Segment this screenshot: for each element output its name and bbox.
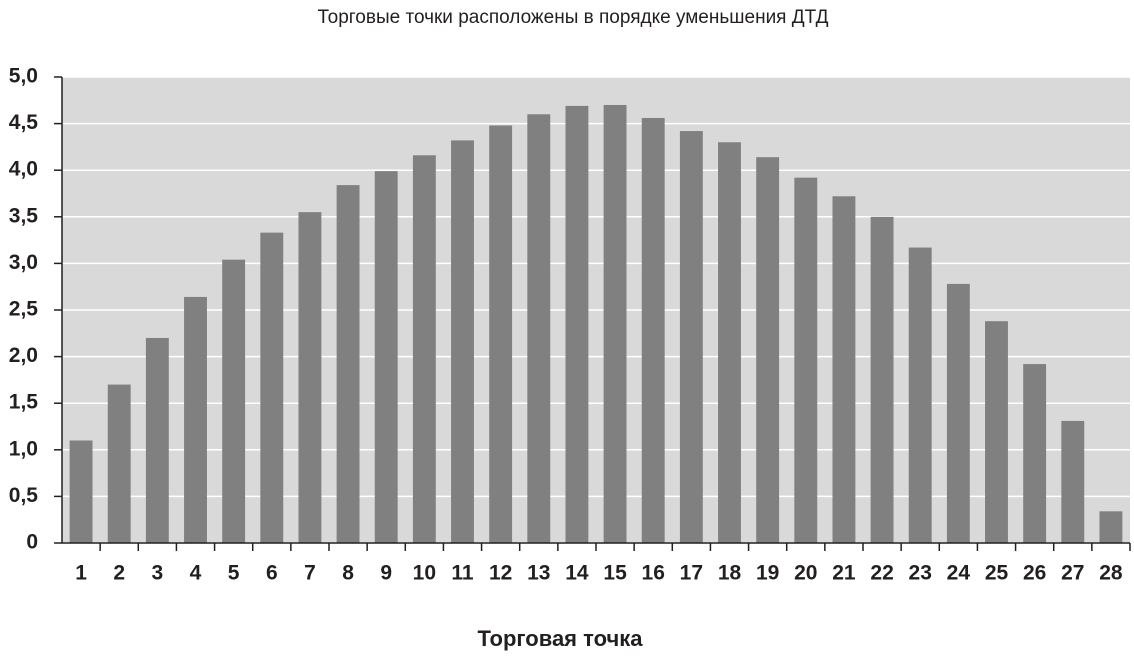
bar xyxy=(794,177,818,543)
bar xyxy=(336,185,360,543)
x-tick-label: 27 xyxy=(1061,562,1084,585)
bar xyxy=(756,157,780,544)
bar xyxy=(832,196,856,543)
x-axis-title: Торговая точка xyxy=(477,626,643,651)
y-tick-label: 3,0 xyxy=(9,251,38,274)
bar xyxy=(184,296,207,543)
bar xyxy=(489,125,513,544)
bar xyxy=(1023,364,1047,543)
bar xyxy=(603,104,627,544)
x-tick-label: 25 xyxy=(985,562,1009,585)
x-tick-label: 23 xyxy=(909,562,932,585)
y-tick-label: 1,5 xyxy=(9,391,39,414)
bar xyxy=(412,155,436,543)
x-tick-label: 26 xyxy=(1023,562,1046,585)
x-tick-label: 8 xyxy=(342,562,354,585)
x-tick-label: 6 xyxy=(266,562,278,585)
y-tick-label: 1,0 xyxy=(9,437,38,460)
x-tick-label: 12 xyxy=(489,562,512,585)
bar xyxy=(1061,420,1085,543)
x-tick-label: 5 xyxy=(228,562,240,585)
x-tick-label: 7 xyxy=(304,562,316,585)
x-tick-label: 13 xyxy=(527,562,550,585)
x-tick-label: 2 xyxy=(113,562,125,585)
x-tick-label: 9 xyxy=(380,562,392,585)
x-tick-label: 16 xyxy=(642,562,665,585)
x-tick-label: 21 xyxy=(832,562,856,585)
chart-title: Торговые точки расположены в порядке уме… xyxy=(318,7,829,28)
x-tick-label: 20 xyxy=(794,562,817,585)
y-tick-label: 4,0 xyxy=(9,158,38,181)
y-tick-label: 0 xyxy=(26,531,38,554)
x-tick-label: 22 xyxy=(870,562,893,585)
bar xyxy=(565,105,589,543)
x-tick-label: 14 xyxy=(565,562,589,585)
y-tick-label: 3,5 xyxy=(9,204,39,227)
bar xyxy=(69,440,93,543)
x-tick-label: 15 xyxy=(603,562,627,585)
x-tick-label: 4 xyxy=(190,562,202,585)
x-tick-label: 18 xyxy=(718,562,742,585)
bar xyxy=(451,140,474,543)
bar xyxy=(718,142,741,544)
x-tick-label: 19 xyxy=(756,562,779,585)
y-tick-label: 4,5 xyxy=(9,111,39,134)
bar xyxy=(641,118,665,544)
bar xyxy=(985,321,1008,543)
bar xyxy=(946,283,970,543)
x-tick-label: 10 xyxy=(413,562,436,585)
bar xyxy=(908,247,932,543)
x-tick-label: 24 xyxy=(947,562,971,585)
bar xyxy=(222,259,246,543)
bar xyxy=(298,212,322,543)
bar xyxy=(870,216,894,544)
y-tick-label: 2,5 xyxy=(9,298,39,321)
bar xyxy=(527,114,551,543)
bar xyxy=(679,131,703,543)
bar xyxy=(145,337,169,543)
y-tick-label: 5,0 xyxy=(9,65,38,88)
x-tick-label: 11 xyxy=(451,562,474,585)
y-tick-label: 2,0 xyxy=(9,344,38,367)
x-tick-label: 17 xyxy=(680,562,703,585)
bar xyxy=(107,384,131,543)
bar xyxy=(260,232,284,544)
bar xyxy=(1099,511,1123,543)
bar xyxy=(374,171,398,543)
x-tick-label: 28 xyxy=(1099,562,1123,585)
x-tick-label: 1 xyxy=(75,562,87,585)
x-tick-label: 3 xyxy=(152,562,164,585)
y-tick-label: 0,5 xyxy=(9,484,39,507)
